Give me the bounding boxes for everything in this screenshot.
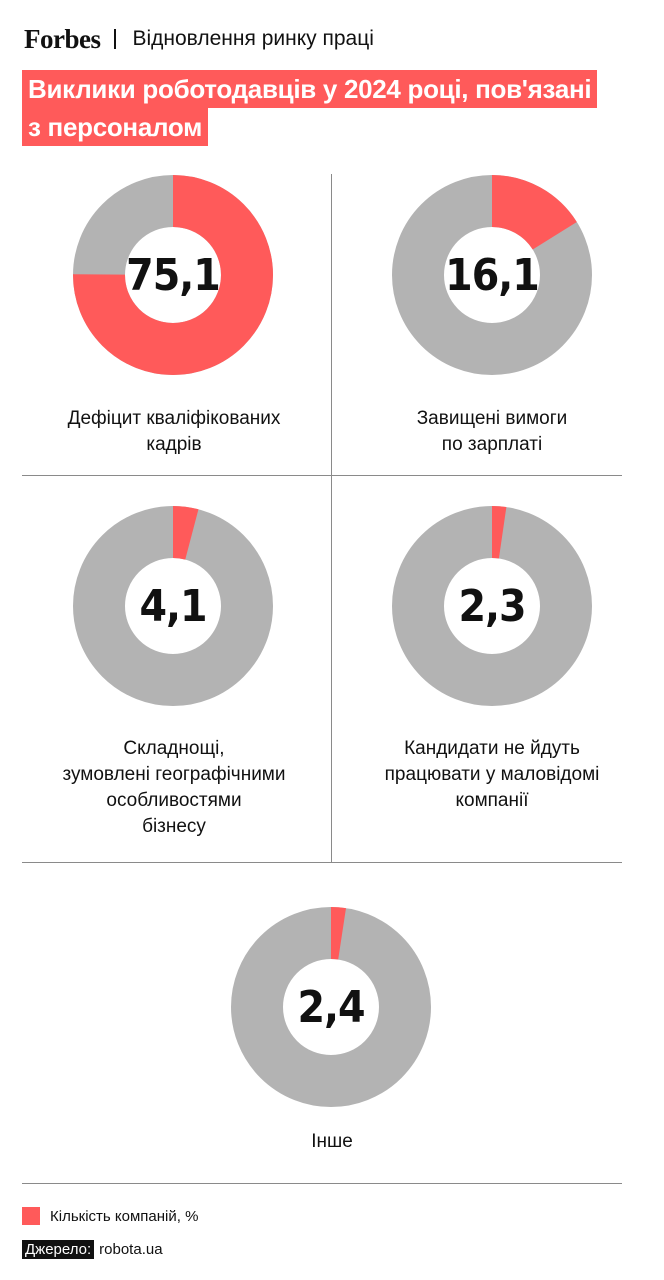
legend-swatch bbox=[22, 1207, 40, 1225]
donut-label-3: Складнощі, зумовлені географічними особл… bbox=[24, 736, 324, 840]
donut-svg-2 bbox=[392, 175, 592, 375]
donut-slice-3 bbox=[73, 506, 273, 706]
donut-label-5-line-1: Інше bbox=[311, 1131, 353, 1152]
source-tag: Джерело: bbox=[22, 1240, 95, 1259]
donut-slice-4 bbox=[392, 506, 592, 706]
donut-label-3-line-3: особливостями bbox=[106, 790, 242, 811]
grid-divider-horizontal-1 bbox=[22, 475, 622, 476]
donut-svg-3 bbox=[73, 506, 273, 706]
header: Forbes Відновлення ринку праці bbox=[24, 22, 374, 56]
header-divider bbox=[114, 29, 117, 49]
donut-label-4: Кандидати не йдуть працювати у маловідом… bbox=[342, 736, 642, 814]
donut-chart-1: 75,1 bbox=[73, 175, 273, 375]
donut-label-3-line-4: бізнесу bbox=[142, 816, 206, 837]
donut-chart-3: 4,1 bbox=[73, 506, 273, 706]
donut-label-1: Дефіцит кваліфікованих кадрів bbox=[24, 406, 324, 458]
donut-label-5: Інше bbox=[182, 1129, 482, 1155]
donut-value-2: 16,1 bbox=[445, 249, 540, 301]
donut-label-1-line-2: кадрів bbox=[146, 434, 202, 455]
source: Джерело: robota.ua bbox=[22, 1240, 163, 1259]
grid-divider-horizontal-2 bbox=[22, 862, 622, 863]
donut-label-4-line-1: Кандидати не йдуть bbox=[404, 738, 580, 759]
legend: Кількість компаній, % bbox=[22, 1207, 198, 1225]
donut-label-3-line-2: зумовлені географічними bbox=[62, 764, 286, 785]
legend-label: Кількість компаній, % bbox=[50, 1207, 199, 1225]
donut-label-2-line-2: по зарплаті bbox=[441, 434, 543, 455]
brand-logo: Forbes bbox=[24, 23, 101, 54]
donut-label-4-line-3: компанії bbox=[455, 790, 529, 811]
donut-label-2: Завищені вимоги по зарплаті bbox=[342, 406, 642, 458]
donut-chart-2: 16,1 bbox=[392, 175, 592, 375]
donut-slice-1 bbox=[73, 175, 273, 375]
chart-title-line-2: з персоналом bbox=[22, 108, 209, 146]
chart-title-line-1: Виклики роботодавців у 2024 році, пов'яз… bbox=[22, 70, 598, 108]
donut-label-1-line-1: Дефіцит кваліфікованих bbox=[67, 408, 281, 429]
donut-slice-5 bbox=[231, 907, 431, 1107]
donut-chart-5: 2,4 bbox=[231, 907, 431, 1107]
source-text: robota.ua bbox=[99, 1241, 163, 1258]
donut-svg-4 bbox=[392, 506, 592, 706]
donut-chart-4: 2,3 bbox=[392, 506, 592, 706]
donut-svg-5 bbox=[231, 907, 431, 1107]
grid-divider-horizontal-3 bbox=[22, 1183, 622, 1184]
donut-value-3: 4,1 bbox=[139, 580, 207, 632]
donut-label-2-line-1: Завищені вимоги bbox=[416, 408, 568, 429]
donut-value-4: 2,3 bbox=[458, 580, 526, 632]
donut-label-3-line-1: Складнощі, bbox=[123, 738, 225, 759]
donut-svg-1 bbox=[73, 175, 273, 375]
donut-value-5: 2,4 bbox=[297, 981, 365, 1033]
chart-title: Виклики роботодавців у 2024 році, пов'яз… bbox=[22, 70, 612, 146]
grid-divider-vertical bbox=[331, 174, 332, 862]
donut-slice-2 bbox=[392, 175, 592, 375]
section-title: Відновлення ринку праці bbox=[132, 27, 374, 50]
donut-value-1: 75,1 bbox=[126, 249, 221, 301]
donut-label-4-line-2: працювати у маловідомі bbox=[384, 764, 600, 785]
